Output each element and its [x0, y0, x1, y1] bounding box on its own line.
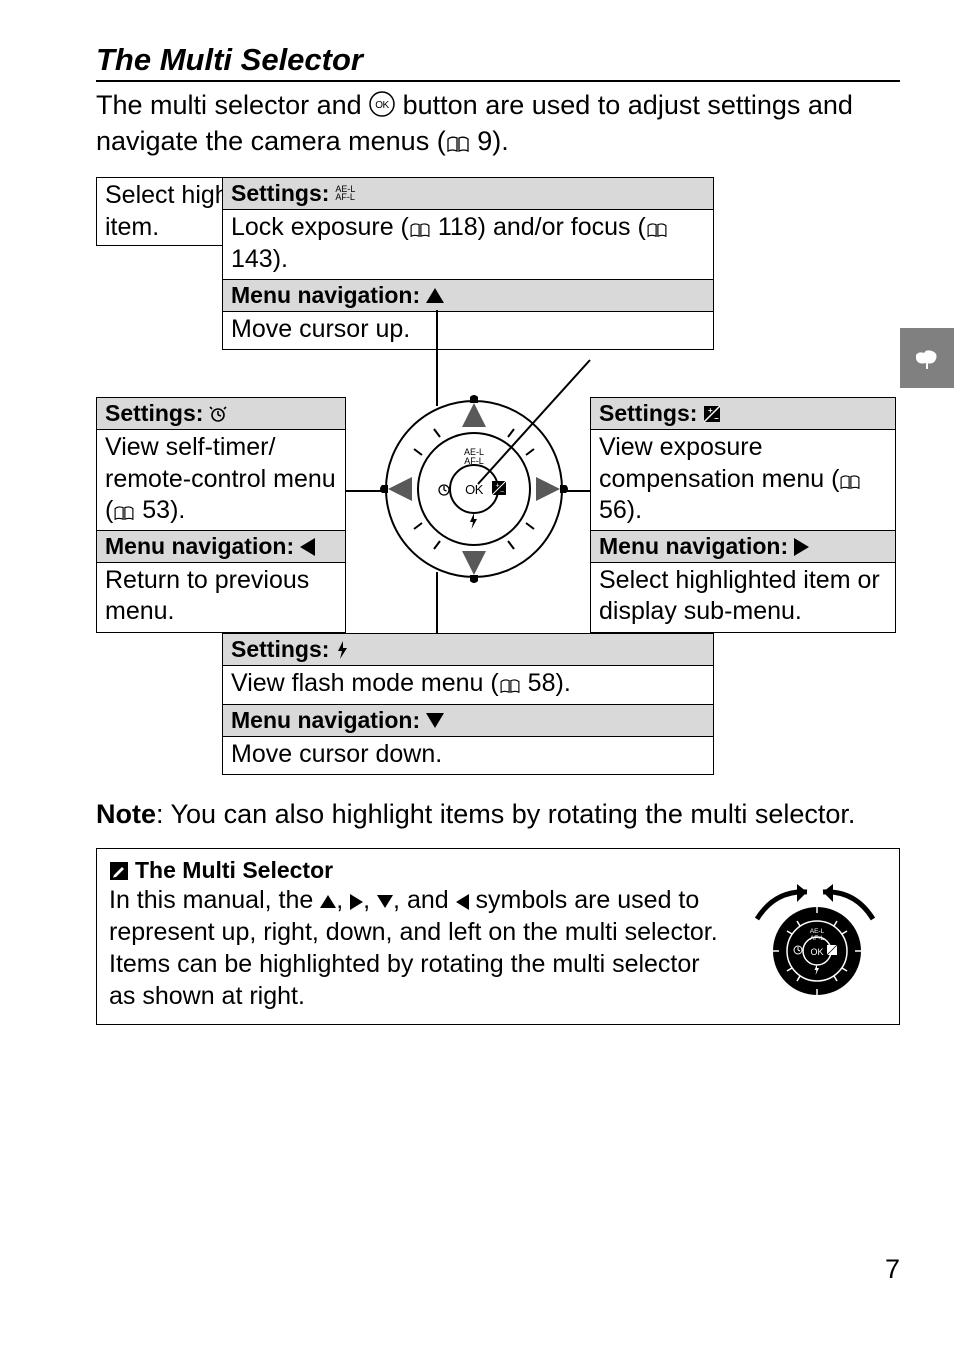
triangle-up-icon — [320, 895, 336, 908]
exposure-comp-icon: +− — [703, 405, 721, 423]
triangle-right-icon — [794, 538, 809, 556]
svg-text:OK: OK — [810, 947, 823, 957]
triangle-left-icon — [300, 538, 315, 556]
self-timer-icon — [209, 405, 227, 423]
t: , — [363, 886, 377, 914]
svg-text:AE-L: AE-L — [810, 928, 825, 935]
svg-text:+: + — [708, 406, 713, 415]
box-up-nav-body: Move cursor up. — [223, 312, 713, 349]
svg-text:−: − — [714, 414, 719, 423]
multi-selector-illustration: AE-L AF-L OK +− — [374, 389, 574, 589]
svg-text:AF-L: AF-L — [464, 456, 484, 466]
note-line: Note: You can also highlight items by ro… — [96, 799, 900, 830]
box-down-settings-header: Settings: — [223, 634, 713, 666]
t: View exposure compensation menu ( — [599, 433, 839, 492]
triangle-down-icon — [426, 713, 444, 728]
box-left-settings-header: Settings: — [97, 398, 345, 430]
page-number: 7 — [885, 1254, 900, 1285]
box-up-settings-header: Settings: AE-LAF-L — [223, 178, 713, 210]
callout-text: In this manual, the , , , and symbols ar… — [109, 884, 725, 1014]
box-right-settings-body: View exposure compensation menu ( 56). — [591, 430, 895, 530]
callout-box: The Multi Selector In this manual, the ,… — [96, 848, 900, 1025]
svg-text:+: + — [496, 483, 500, 490]
callout-body: In this manual, the , , , and symbols ar… — [109, 884, 887, 1014]
page-root: The Multi Selector The multi selector an… — [0, 0, 954, 1345]
side-tab — [900, 328, 954, 388]
flash-icon — [335, 640, 349, 660]
t: View flash mode menu ( — [231, 669, 499, 697]
box-down-settings-body: View flash mode menu ( 58). — [223, 666, 713, 703]
box-left-settings-body: View self-timer/ remote-control menu ( 5… — [97, 430, 345, 530]
t: 53). — [135, 496, 185, 524]
box-up-settings-body: Lock exposure ( 118) and/or focus ( 143)… — [223, 210, 713, 279]
t: In this manual, the — [109, 886, 320, 914]
svg-text:OK: OK — [465, 482, 484, 497]
diagram-area: Settings: AE-LAF-L Lock exposure ( 118) … — [96, 177, 900, 797]
settings-label: Settings: — [105, 400, 203, 427]
svg-text:AF-L: AF-L — [810, 935, 824, 942]
book-icon — [646, 222, 668, 238]
box-left-nav-body: Return to previous menu. — [97, 563, 345, 632]
t: , and — [393, 886, 456, 914]
box-right: Settings: +− View exposure compensation … — [590, 397, 896, 632]
intro-text-c: 9). — [470, 126, 509, 156]
t: Lock exposure ( — [231, 213, 409, 241]
box-left-nav-header: Menu navigation: — [97, 530, 345, 563]
box-down: Settings: View flash mode menu ( 58). Me… — [222, 633, 714, 775]
settings-label: Settings: — [231, 180, 329, 207]
settings-label: Settings: — [599, 400, 697, 427]
t: , — [336, 886, 350, 914]
box-left: Settings: View self-timer/ remote-contro… — [96, 397, 346, 632]
box-up: Settings: AE-LAF-L Lock exposure ( 118) … — [222, 177, 714, 350]
box-right-nav-header: Menu navigation: — [591, 530, 895, 563]
t: 118) and/or focus ( — [431, 213, 646, 241]
nav-label: Menu navigation: — [231, 282, 420, 309]
book-icon — [499, 678, 521, 694]
callout-selector-illustration: AE-L AF-L OK — [737, 884, 887, 1014]
t: 143). — [231, 245, 288, 273]
svg-text:OK: OK — [375, 100, 389, 111]
camera-tab-icon — [912, 345, 942, 371]
t: 56). — [599, 496, 642, 524]
nav-label: Menu navigation: — [231, 707, 420, 734]
box-right-nav-body: Select highlighted item or display sub-m… — [591, 563, 895, 632]
callout-title: The Multi Selector — [135, 857, 333, 884]
box-down-nav-body: Move cursor down. — [223, 737, 713, 774]
box-up-nav-header: Menu navigation: — [223, 279, 713, 312]
page-title: The Multi Selector — [96, 42, 900, 82]
note-body: : You can also highlight items by rotati… — [156, 799, 855, 829]
book-icon — [113, 505, 135, 521]
ok-button-icon: OK — [369, 91, 395, 117]
book-icon — [446, 135, 470, 153]
ael-afl-icon: AE-LAF-L — [335, 186, 355, 201]
triangle-up-icon — [426, 288, 444, 303]
triangle-left-icon — [456, 894, 469, 910]
triangle-down-icon — [377, 895, 393, 908]
box-right-settings-header: Settings: +− — [591, 398, 895, 430]
note-label: Note — [96, 799, 156, 829]
pencil-note-icon — [109, 861, 129, 881]
book-icon — [409, 222, 431, 238]
box-down-nav-header: Menu navigation: — [223, 704, 713, 737]
settings-label: Settings: — [231, 636, 329, 663]
nav-label: Menu navigation: — [105, 533, 294, 560]
nav-label: Menu navigation: — [599, 533, 788, 560]
svg-text:−: − — [500, 489, 504, 496]
intro-paragraph: The multi selector and OK button are use… — [96, 88, 900, 159]
intro-text-a: The multi selector and — [96, 90, 369, 120]
triangle-right-icon — [350, 894, 363, 910]
book-icon — [839, 474, 861, 490]
callout-title-row: The Multi Selector — [109, 857, 887, 884]
t: 58). — [521, 669, 571, 697]
